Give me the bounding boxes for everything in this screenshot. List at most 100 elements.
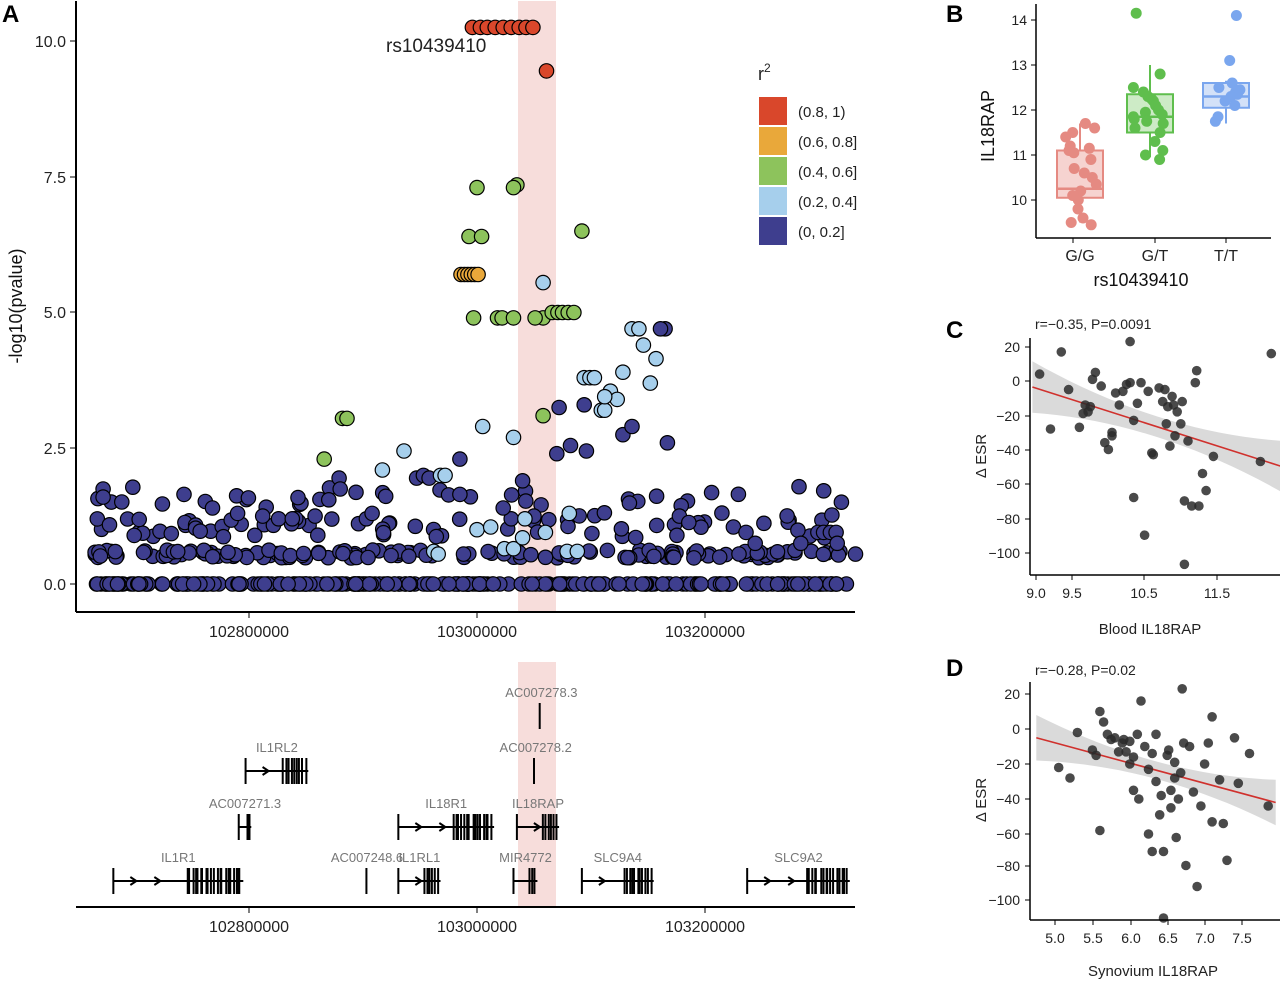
expression-point [1154, 127, 1166, 138]
legend-swatch [759, 97, 787, 125]
snp-point-low-ld [379, 576, 395, 592]
snp-point-low-ld [282, 547, 299, 564]
sample-point [1169, 757, 1180, 768]
sample-point [1147, 846, 1157, 857]
snp-point [635, 337, 652, 353]
sample-point [1266, 348, 1277, 359]
snp-point-low-ld [407, 518, 424, 535]
snp-point-low-ld [562, 437, 579, 454]
snp-point-low-ld [348, 484, 364, 501]
sample-point [1165, 441, 1175, 451]
gene-label: SLC9A4 [594, 850, 642, 865]
sample-point [1186, 501, 1197, 511]
snp-point-low-ld [576, 396, 592, 413]
snp-point [430, 546, 446, 562]
sample-point [1063, 384, 1074, 395]
expression-point [1209, 115, 1221, 127]
gene-track-highlight-band [518, 662, 556, 907]
c-ytick: 0 [1012, 373, 1020, 389]
sample-point [1136, 696, 1146, 706]
expression-point [1213, 82, 1225, 93]
legend-swatch [759, 127, 787, 155]
snp-point-low-ld [360, 549, 376, 566]
b-xtick: G/G [1065, 248, 1094, 265]
legend-swatch [759, 217, 787, 245]
gene-label: IL1R1 [161, 850, 196, 865]
lead-snp-label: rs10439410 [386, 36, 486, 57]
snp-point-low-ld [540, 511, 557, 528]
snp-point [642, 375, 659, 391]
expression-point [1085, 154, 1097, 165]
a-ytick: 7.5 [44, 170, 66, 187]
strand-arrow [598, 876, 607, 886]
sample-point [1263, 801, 1273, 811]
snp-point-low-ld [648, 488, 665, 504]
legend-swatch [759, 187, 787, 215]
snp-point [396, 443, 412, 459]
c-xtick: 9.5 [1062, 585, 1082, 601]
snp-point-low-ld [290, 489, 306, 506]
expression-point [1139, 106, 1151, 118]
snp-point-low-ld [192, 523, 208, 539]
snp-point-low-ld [578, 443, 595, 459]
expression-point [1128, 113, 1140, 125]
gene-label: IL18R1 [425, 796, 467, 811]
panel-d-y-title: Δ ESR [973, 778, 990, 822]
snp-point [525, 19, 541, 36]
sample-point [1132, 729, 1143, 740]
d-ytick: −60 [996, 826, 1020, 842]
snp-point-low-ld [703, 484, 720, 501]
expression-point [1060, 131, 1072, 143]
sample-point [1196, 801, 1206, 811]
sample-point [1179, 496, 1190, 506]
panel-d: D r=−0.28, P=0.02 20 0 −20 −40 −60 −80 −… [946, 655, 1280, 980]
sample-point [1208, 451, 1219, 462]
sample-point [1148, 449, 1159, 460]
strand-arrow [533, 822, 542, 832]
a-xtick: 103200000 [665, 624, 745, 641]
sample-point [1074, 422, 1085, 433]
snp-point-low-ld [669, 527, 685, 544]
snp-point-low-ld [441, 576, 457, 592]
expression-point [1079, 118, 1091, 129]
snp-point-low-ld [621, 495, 638, 511]
panel-d-x-ticks: 5.0 5.5 6.0 6.5 7.0 7.5 [1045, 920, 1252, 946]
snp-point [514, 529, 531, 546]
snp-point-low-ld [829, 535, 845, 552]
snp-point [631, 320, 647, 337]
d-ytick: −100 [988, 892, 1020, 908]
snp-point [537, 524, 554, 541]
sample-point [1125, 377, 1135, 388]
snp-point-low-ld [229, 505, 246, 522]
panel-d-y-ticks: 20 0 −20 −40 −60 −80 −100 [988, 686, 1030, 908]
gene-slc9a2: SLC9A2 [746, 850, 850, 894]
snp-point-low-ld [551, 399, 567, 416]
b-ytick: 10 [1011, 192, 1027, 208]
snp-point [482, 519, 499, 535]
snp-point-low-ld [738, 524, 754, 541]
snp-point [535, 407, 551, 424]
gene-il1r1: IL1R1 [112, 850, 244, 894]
box-gg [1056, 118, 1104, 231]
snp-point-low-ld [731, 546, 747, 562]
sample-point [1053, 762, 1064, 773]
snp-point [474, 418, 491, 435]
snp-point-low-ld [169, 543, 186, 560]
snp-point-low-ld [659, 434, 676, 451]
snp-point-low-ld [634, 576, 650, 592]
sample-point [1134, 794, 1144, 804]
legend-label: (0, 0.2] [798, 224, 845, 241]
panel-d-letter: D [946, 655, 963, 682]
sample-point [1166, 785, 1176, 796]
snp-point [437, 467, 453, 484]
snp-point-low-ld [792, 535, 809, 552]
expression-point [1127, 82, 1139, 93]
panel-a: A rs10439410 0.0 2.5 5.0 7.5 10.0 102800… [2, 1, 864, 641]
snp-point [648, 350, 664, 367]
sample-point [1163, 745, 1174, 755]
snp-point-low-ld [215, 528, 232, 545]
snp-point-low-ld [646, 548, 662, 565]
expression-point [1130, 7, 1142, 19]
strand-arrow [153, 876, 163, 886]
snp-point [374, 462, 391, 478]
